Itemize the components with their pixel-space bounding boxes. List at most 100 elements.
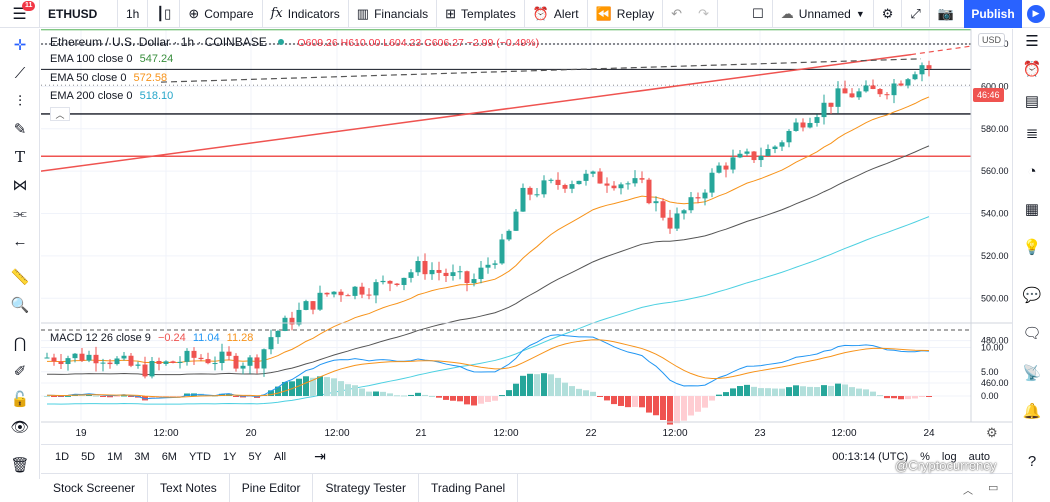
tab-stock-screener[interactable]: Stock Screener [41, 473, 149, 502]
chats-button[interactable]: 💬 [1013, 283, 1050, 307]
range-5d[interactable]: 5D [81, 450, 96, 463]
chart-style-button[interactable]: ┃▯ [148, 0, 181, 28]
bar-chart-icon: ▥ [356, 5, 370, 21]
hotlists-button[interactable]: ≣ [1013, 121, 1050, 145]
tab-pine-editor[interactable]: Pine Editor [230, 473, 314, 502]
candle-body [387, 280, 393, 284]
notifications-button[interactable]: 🔔 [1013, 399, 1050, 423]
templates-button[interactable]: ⊞ Templates [437, 0, 525, 28]
range-buttons: 1D 5D 1M 3M 6M YTD 1Y 5Y All [49, 451, 292, 463]
ideas-button[interactable]: 💡 [1013, 235, 1050, 259]
percent-toggle[interactable]: % [920, 450, 930, 463]
macd-histogram-bar [373, 391, 379, 396]
calendar-button[interactable]: ▦ [1013, 197, 1050, 221]
fullscreen-box-button[interactable]: ☐ [744, 0, 773, 28]
pattern-tool[interactable]: ⋈ [0, 173, 40, 197]
publish-menu-button[interactable]: ▶ [1022, 0, 1050, 28]
trendline-tool[interactable]: ⟋ [0, 61, 40, 85]
range-6m[interactable]: 6M [161, 450, 177, 463]
indicators-button[interactable]: fx Indicators [263, 0, 349, 28]
back-tool[interactable]: ← [0, 229, 40, 253]
collapse-panel-icon[interactable]: ︿ [963, 486, 973, 497]
zoom-tool[interactable]: 🔍 [0, 293, 40, 317]
text-tool[interactable]: T [0, 145, 40, 169]
candle-body [366, 294, 372, 296]
streams-button[interactable]: 📡 [1013, 361, 1050, 385]
range-1y[interactable]: 1Y [222, 450, 237, 463]
publish-button[interactable]: Publish [964, 0, 1022, 28]
macd-line [46, 334, 930, 400]
ema200-legend[interactable]: EMA 200 close 0 518.10 [50, 90, 173, 102]
candle-body [702, 192, 708, 199]
drawing-toolbar: ✛ ⟋ ⫶ ✎ T ⋈ ⫘ ← 📏 🔍 ⋂ ✐ 🔓 👁 🗑 [0, 29, 40, 479]
range-3m[interactable]: 3M [134, 450, 150, 463]
measure-tool[interactable]: 📏 [0, 265, 40, 289]
snapshot-button[interactable]: 📷 [930, 0, 962, 28]
candle-body [107, 362, 113, 365]
alert-button[interactable]: ⏰ Alert [525, 0, 588, 28]
auto-toggle[interactable]: auto [968, 450, 990, 463]
range-5y[interactable]: 5Y [248, 450, 262, 463]
macd-legend[interactable]: MACD 12 26 close 9 −0.24 11.04 11.28 [50, 332, 253, 344]
candle-body [919, 65, 925, 75]
timer-button[interactable]: ◔ [1013, 159, 1050, 183]
settings-button[interactable]: ⚙ [874, 0, 903, 28]
utc-clock[interactable]: 00:13:14 (UTC) [832, 450, 909, 463]
macd-histogram-bar [310, 377, 316, 396]
symbol-search-button[interactable]: ETHUSD [40, 0, 118, 28]
maximize-panel-icon[interactable]: ▭ [988, 482, 999, 494]
remove-drawings-tool[interactable]: 🗑 [0, 453, 40, 477]
bottom-panel-tabs: Stock Screener Text Notes Pine Editor Strat… [41, 473, 1012, 502]
tab-strategy-tester[interactable]: Strategy Tester [313, 473, 419, 502]
financials-button[interactable]: ▥ Financials [349, 0, 438, 28]
crosshair-tool[interactable]: ✛ [0, 33, 40, 57]
fib-tool[interactable]: ⫶ [0, 89, 40, 113]
macd-histogram-bar [702, 396, 708, 408]
macd-histogram-bar [233, 396, 239, 397]
macd-histogram-bar [639, 396, 645, 408]
stay-drawing-tool[interactable]: ✐ [0, 359, 40, 383]
ema100-legend[interactable]: EMA 100 close 0 547.24 [50, 53, 173, 65]
visibility-tool[interactable]: 👁 [0, 415, 40, 439]
trendline-extension [910, 45, 972, 56]
time-tick-label: 21 [415, 428, 427, 439]
tab-trading-panel[interactable]: Trading Panel [419, 473, 519, 502]
macd-histogram-bar [751, 386, 757, 396]
price-chart[interactable]: 620.00600.00580.00560.00540.00520.00500.… [41, 29, 1012, 444]
log-toggle[interactable]: log [941, 450, 957, 463]
prediction-tool[interactable]: ⫘ [0, 201, 40, 225]
legend-collapse-button[interactable]: ︿ [50, 107, 70, 121]
compare-button[interactable]: ⊕ Compare [180, 0, 263, 28]
help-button[interactable]: ? [1013, 449, 1050, 473]
magnet-tool[interactable]: ⋂ [0, 331, 40, 355]
ema50-legend[interactable]: EMA 50 close 0 572.58 [50, 72, 167, 84]
alerts-panel-button[interactable]: ⏰ [1013, 57, 1050, 81]
range-ytd[interactable]: YTD [188, 450, 211, 463]
macd-histogram-bar [646, 396, 652, 413]
fullscreen-button[interactable]: ⤢ [902, 0, 930, 28]
watchlist-button[interactable]: ☰ [1013, 29, 1050, 53]
replay-button[interactable]: ⏪ Replay [588, 0, 664, 28]
brush-tool[interactable]: ✎ [0, 117, 40, 141]
chart-area[interactable]: 620.00600.00580.00560.00540.00520.00500.… [41, 29, 1012, 444]
macd-histogram-bar [709, 396, 715, 401]
range-all[interactable]: All [273, 450, 287, 463]
currency-badge[interactable]: USD [978, 33, 1006, 47]
main-menu-button[interactable]: ☰ 11 [0, 0, 40, 28]
range-1d[interactable]: 1D [55, 450, 70, 463]
layout-name-button[interactable]: ☁ Unnamed ▼ [773, 0, 874, 28]
date-range-icon[interactable]: ⇥ [314, 448, 326, 464]
macd-histogram-bar [282, 381, 288, 396]
tab-text-notes[interactable]: Text Notes [148, 473, 230, 502]
redo-button[interactable]: ↷ [690, 0, 718, 28]
lock-tool[interactable]: 🔓 [0, 387, 40, 411]
messages-button[interactable]: 🗨 [1013, 321, 1050, 345]
replay-label: Replay [616, 6, 655, 21]
interval-button[interactable]: 1h [118, 0, 149, 28]
macd-histogram-bar [128, 396, 134, 397]
range-1m[interactable]: 1M [107, 450, 123, 463]
bell-icon: 🔔 [1022, 403, 1042, 420]
undo-button[interactable]: ↶ [663, 0, 690, 28]
notification-badge: 11 [22, 0, 36, 11]
data-window-button[interactable]: ▤ [1013, 89, 1050, 113]
